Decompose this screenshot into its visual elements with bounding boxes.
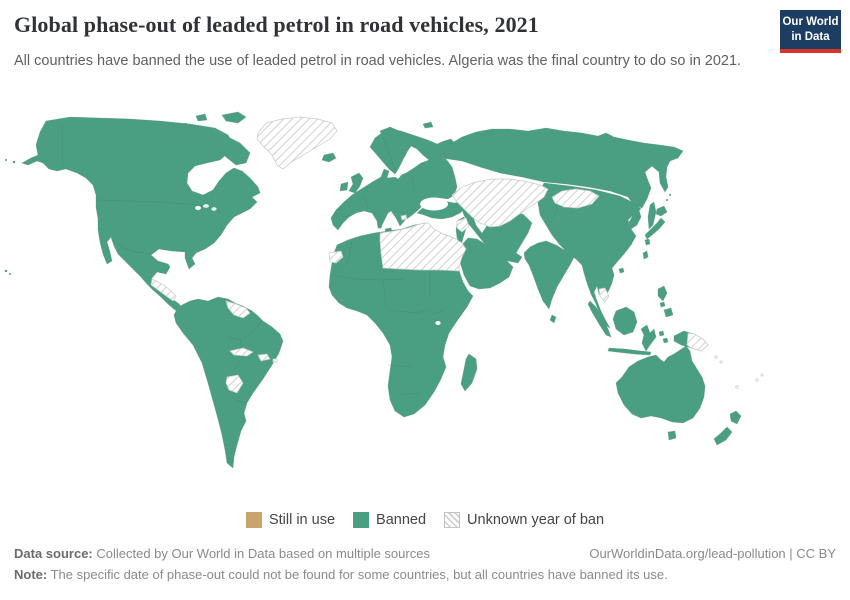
region-central-america [150,278,177,302]
legend-label-banned: Banned [376,512,427,528]
legend-swatch-banned [353,512,370,528]
legend-item-banned[interactable]: Banned [353,512,426,528]
region-kazakhstan-central-asia [451,178,549,228]
country-borders [61,124,597,404]
world-map[interactable] [0,105,850,507]
legend-swatch-unknown-year [444,512,461,528]
region-cuba [229,347,254,357]
attribution-separator: | [785,546,797,561]
page-title: Global phase-out of leaded petrol in roa… [14,12,539,37]
map-land-banned[interactable] [21,111,742,469]
owid-url-link[interactable]: OurWorldinData.org/lead-pollution [589,546,786,561]
map-legend: Still in use Banned Unknown year of ban [0,509,850,531]
chart-footer: Data source: Collected by Our World in D… [14,546,836,582]
data-source-line: Data source: Collected by Our World in D… [14,546,430,561]
region-mongolia [551,188,600,209]
legend-swatch-still-in-use [245,512,262,528]
note-label: Note: [14,567,48,582]
chart-subtitle: All countries have banned the use of lea… [14,53,742,69]
region-papua-new-guinea [686,332,709,352]
region-western-sahara [328,250,344,264]
data-source-text: Collected by Our World in Data based on … [92,546,430,561]
legend-item-unknown-year[interactable]: Unknown year of ban [444,512,604,528]
legend-label-unknown-year: Unknown year of ban [467,512,605,528]
region-puerto-rico [272,358,278,363]
region-north-macedonia [400,214,408,221]
map-regions-unknown-year[interactable] [150,116,709,394]
note-line: Note: The specific date of phase-out cou… [14,567,836,582]
region-laos [598,287,610,303]
region-guyana-suriname [225,300,251,319]
owid-logo[interactable]: Our World in Data [780,10,841,53]
note-text: The specific date of phase-out could not… [47,567,668,582]
attribution-line: OurWorldinData.org/lead-pollution | CC B… [589,546,836,561]
small-islands [4,159,764,389]
region-hispaniola [257,353,271,362]
region-syria [456,217,470,233]
legend-label-still-in-use: Still in use [268,512,336,528]
owid-logo-text: Our World in Data [782,16,839,43]
region-paraguay [225,374,244,394]
region-greenland [256,116,338,170]
legend-item-still-in-use[interactable]: Still in use [245,512,336,528]
region-libya-egypt [379,222,467,272]
license-text: CC BY [796,546,836,561]
data-source-label: Data source: [14,546,93,561]
world-map-svg[interactable] [0,105,850,507]
